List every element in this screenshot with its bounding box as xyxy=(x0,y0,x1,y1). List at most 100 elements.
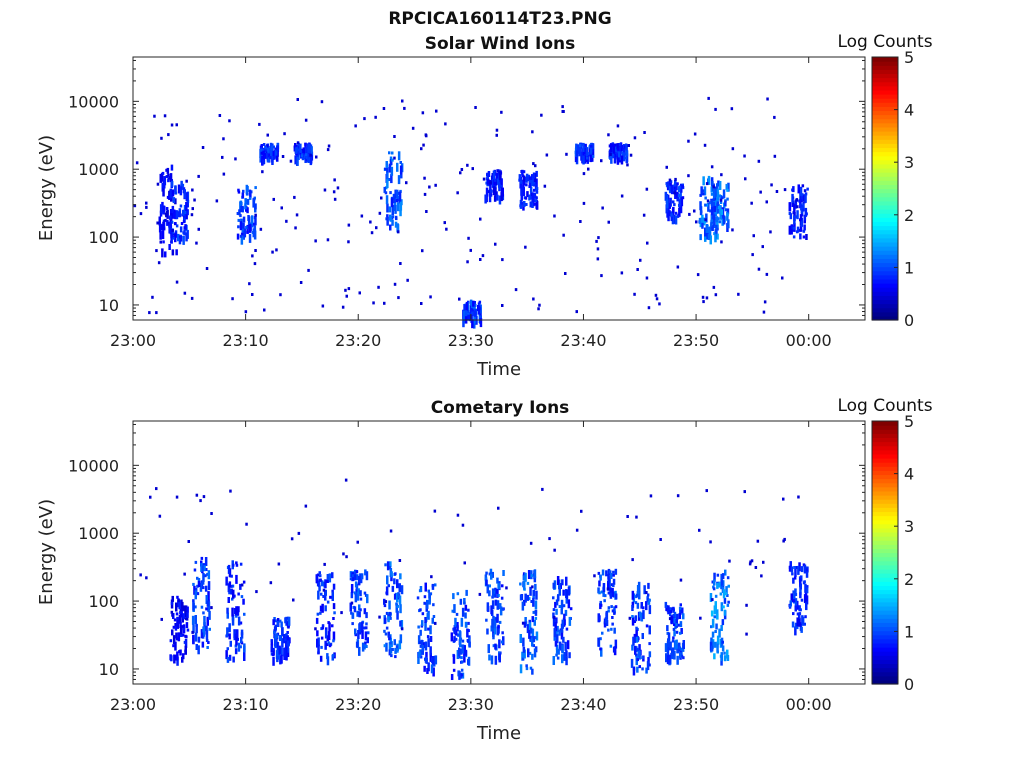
spectrogram-pixel xyxy=(803,224,806,231)
spectrogram-pixel xyxy=(535,631,539,641)
spectrogram-pixel xyxy=(675,623,678,627)
spectrogram-pixel xyxy=(421,612,425,616)
spectrogram-pixel xyxy=(804,583,807,593)
spectrogram-pixel xyxy=(433,661,436,665)
spectrogram-pixel xyxy=(788,225,792,235)
spectrogram-pixel xyxy=(490,655,494,665)
spectrogram-pixel xyxy=(522,179,525,189)
spectrogram-pixel xyxy=(532,175,535,185)
spectrogram-pixel xyxy=(390,654,393,658)
spectrogram-pixel xyxy=(553,214,556,218)
spectrogram-pixel xyxy=(645,601,648,611)
spectrogram-pixel xyxy=(711,631,715,638)
spectrogram-pixel xyxy=(190,213,194,217)
colorbar-segment xyxy=(872,139,898,144)
spectrogram-pixel xyxy=(349,571,353,578)
spectrogram-pixel xyxy=(713,188,716,198)
colorbar-segment xyxy=(872,250,898,255)
spectrogram-pixel xyxy=(770,183,773,187)
spectrogram-pixel xyxy=(607,581,610,590)
spectrogram-pixel xyxy=(391,215,395,219)
spectrogram-pixel xyxy=(366,594,369,604)
spectrogram-pixel xyxy=(215,199,219,203)
colorbar-segment xyxy=(872,229,898,235)
spectrogram-pixel xyxy=(459,171,462,175)
spectrogram-pixel xyxy=(384,563,387,567)
spectrogram-pixel xyxy=(498,620,502,624)
spectrogram-pixel xyxy=(246,207,249,214)
spectrogram-pixel xyxy=(235,563,239,567)
colorbar-segment xyxy=(872,556,898,562)
spectrogram-pixel xyxy=(174,210,177,220)
spectrogram-pixel xyxy=(520,191,523,201)
colorbar-segment xyxy=(872,241,898,247)
spectrogram-pixel xyxy=(500,596,504,600)
spectrogram-pixel xyxy=(598,591,601,595)
spectrogram-pixel xyxy=(500,110,503,114)
spectrogram-pixel xyxy=(388,163,392,173)
spectrogram-pixel xyxy=(800,598,804,602)
spectrogram-pixel xyxy=(635,636,639,643)
spectrogram-pixel xyxy=(230,588,233,595)
spectrogram-pixel xyxy=(228,633,231,640)
spectrogram-pixel xyxy=(804,207,808,217)
spectrogram-pixel xyxy=(726,197,729,201)
colorbar-segment xyxy=(872,77,898,83)
spectrogram-pixel xyxy=(349,602,352,612)
spectrogram-pixel xyxy=(250,221,254,228)
spectrogram-pixel xyxy=(423,601,426,605)
spectrogram-pixel xyxy=(534,636,537,640)
spectrogram-pixel xyxy=(749,560,752,564)
spectrogram-pixel xyxy=(322,588,326,592)
spectrogram-pixel xyxy=(394,221,398,228)
spectrogram-pixel xyxy=(453,625,457,634)
spectrogram-pixel xyxy=(358,623,361,633)
spectrogram-pixel xyxy=(397,175,401,185)
spectrogram-pixel xyxy=(710,165,714,169)
spectrogram-pixel xyxy=(250,215,254,225)
spectrogram-pixel xyxy=(533,202,536,206)
spectrogram-pixel xyxy=(182,235,185,245)
spectrogram-pixel xyxy=(243,612,246,616)
spectrogram-pixel xyxy=(609,587,612,597)
spectrogram-pixel xyxy=(417,625,420,629)
spectrogram-pixel xyxy=(561,105,564,109)
spectrogram-pixel xyxy=(631,601,635,608)
colorbar-segment xyxy=(872,89,898,95)
spectrogram-pixel xyxy=(197,581,201,587)
spectrogram-pixel xyxy=(221,155,224,159)
spectrogram-pixel xyxy=(486,602,490,612)
spectrogram-pixel xyxy=(537,307,540,311)
spectrogram-pixel xyxy=(207,641,210,644)
spectrogram-pixel xyxy=(488,584,491,588)
spectrogram-pixel xyxy=(319,611,322,615)
spectrogram-pixel xyxy=(196,576,199,580)
spectrogram-pixel xyxy=(460,617,464,627)
spectrogram-pixel xyxy=(765,272,769,276)
spectrogram-pixel xyxy=(243,652,246,661)
spectrogram-pixel xyxy=(464,304,467,311)
spectrogram-pixel xyxy=(720,573,723,583)
spectrogram-pixel xyxy=(531,130,534,134)
spectrogram-pixel xyxy=(262,155,265,165)
spectrogram-pixel xyxy=(522,572,526,576)
spectrogram-pixel xyxy=(519,180,523,184)
spectrogram-pixel xyxy=(393,156,396,160)
spectrogram-pixel xyxy=(251,293,254,296)
spectrogram-pixel xyxy=(612,573,615,577)
spectrogram-pixel xyxy=(235,561,238,565)
spectrogram-pixel xyxy=(724,592,727,596)
spectrogram-pixel xyxy=(254,203,257,210)
spectrogram-pixel xyxy=(388,566,392,570)
spectrogram-pixel xyxy=(561,654,564,664)
spectrogram-pixel xyxy=(654,293,658,297)
spectrogram-pixel xyxy=(687,174,690,178)
spectrogram-pixel xyxy=(614,605,618,609)
spectrogram-pixel xyxy=(389,529,393,533)
colorbar-segment xyxy=(872,213,898,218)
colorbar-segment xyxy=(872,237,898,243)
spectrogram-pixel xyxy=(374,115,377,119)
spectrogram-pixel xyxy=(633,136,637,140)
